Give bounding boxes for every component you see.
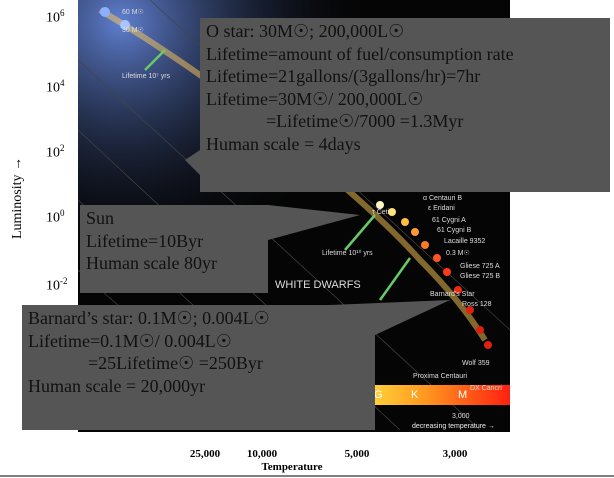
figure-label: Ross 128 <box>462 301 492 308</box>
callout-line: O star: 30M☉; 200,000L☉ <box>206 20 604 43</box>
slide: { "y_axis": {"label": "Luminosity \u2192… <box>0 0 614 478</box>
figure-label: τ Ceti <box>372 209 390 216</box>
figure-label: Wolf 359 <box>462 360 490 367</box>
figure-label: 30 M☉ <box>122 26 144 34</box>
figure-label: Lacaille 9352 <box>444 238 485 245</box>
x-axis-label: Temperature <box>261 461 322 473</box>
tick-base: 10 <box>46 279 60 294</box>
tick-base: 10 <box>46 211 60 226</box>
x-tick-label: 25,000 <box>190 448 220 460</box>
figure-label: 60 M☉ <box>122 8 144 16</box>
callout-line: =Lifetime☉/7000 =1.3Myr <box>206 110 604 133</box>
star <box>421 241 429 249</box>
figure-label: Lifetime 10¹⁰ yrs <box>322 249 373 257</box>
callout-line: Lifetime=30M☉/ 200,000L☉ <box>206 88 604 111</box>
figure-label: ε Eridani <box>428 205 455 212</box>
tick-exponent: 2 <box>60 143 65 153</box>
callout-line: Human scale = 20,000yr <box>28 375 369 398</box>
callout-line: Human scale = 4days <box>206 133 604 156</box>
y-tick-label: 106 <box>46 8 65 27</box>
y-tick-label: 100 <box>46 208 65 227</box>
figure-label: K <box>411 389 419 401</box>
x-tick-label: 3,000 <box>443 448 468 460</box>
callout-line: Human scale 80yr <box>86 252 262 275</box>
star <box>100 7 110 17</box>
y-axis-label: Luminosity → <box>10 148 26 248</box>
star <box>433 254 441 262</box>
tick-exponent: 6 <box>60 8 65 18</box>
tick-base: 10 <box>46 146 60 161</box>
callout-line: Lifetime=21gallons/(3gallons/hr)=7hr <box>206 65 604 88</box>
star <box>411 228 419 236</box>
tick-base: 10 <box>46 81 60 96</box>
figure-label: 0.3 M☉ <box>446 249 470 257</box>
x-tick-label: 10,000 <box>247 448 277 460</box>
callout-line: Lifetime=10Byr <box>86 230 262 253</box>
callout-line: Lifetime=amount of fuel/consumption rate <box>206 43 604 66</box>
x-tick-label: 5,000 <box>345 448 370 460</box>
star <box>388 208 396 216</box>
callout-line: =25Lifetime☉ =250Byr <box>28 352 369 375</box>
callout-line: Sun <box>86 207 262 230</box>
tick-exponent: 0 <box>60 208 65 218</box>
tick-base: 10 <box>46 11 60 26</box>
figure-label: G <box>374 389 383 401</box>
figure-label: 61 Cygni A <box>432 217 466 224</box>
figure-label: Proxima Centauri <box>413 373 468 380</box>
figure-label: 3,000 <box>452 413 470 420</box>
y-tick-label: 104 <box>46 78 65 97</box>
star <box>401 218 409 226</box>
figure-label: Gliese 725 B <box>460 273 500 280</box>
tick-exponent: 4 <box>60 78 65 88</box>
y-tick-label: 102 <box>46 143 65 162</box>
figure-label: 61 Cygni B <box>437 227 472 234</box>
callout-line: Barnard’s star: 0.1M☉; 0.004L☉ <box>28 307 369 330</box>
star <box>484 341 492 349</box>
figure-label: Barnard's Star <box>430 291 475 298</box>
figure-label: WHITE DWARFS <box>275 279 361 291</box>
figure-label: Lifetime 10⁷ yrs <box>122 73 171 80</box>
tick-exponent: -2 <box>60 276 68 286</box>
y-tick-label: 10-2 <box>46 276 68 295</box>
star <box>376 201 384 209</box>
callout: O star: 30M☉; 200,000L☉Lifetime=amount o… <box>200 18 610 192</box>
figure-label: M <box>458 389 467 401</box>
callout: Barnard’s star: 0.1M☉; 0.004L☉Lifetime=0… <box>22 305 375 430</box>
star <box>476 326 484 334</box>
figure-label: DX Cancri <box>470 385 502 392</box>
callout-line: Lifetime=0.1M☉/ 0.004L☉ <box>28 330 369 353</box>
figure-label: Gliese 725 A <box>460 263 500 270</box>
figure-label: α Centauri B <box>423 195 462 202</box>
figure-label: decreasing temperature → <box>412 423 495 430</box>
star <box>443 268 451 276</box>
